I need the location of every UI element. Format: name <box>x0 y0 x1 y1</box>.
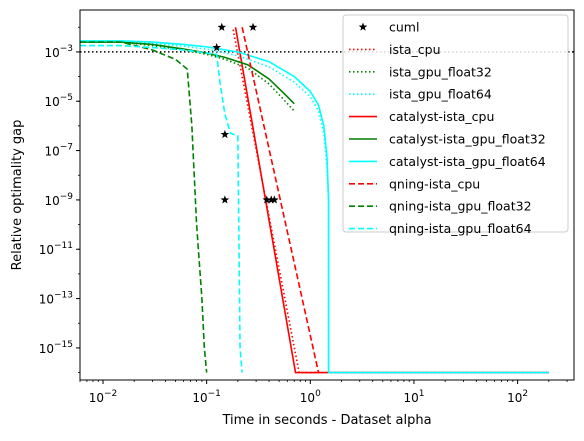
x-tick-label: 101 <box>403 389 424 405</box>
legend-label-ista_gpu_float64: ista_gpu_float64 <box>389 87 492 102</box>
data-point-cuml <box>220 129 230 139</box>
marker-layer <box>212 22 279 204</box>
x-tick-label: 10−1 <box>192 389 221 405</box>
y-tick-label-base: 10 <box>44 194 59 208</box>
y-tick-label-exponent: −5 <box>60 93 73 103</box>
y-tick-label: 10−15 <box>39 340 73 356</box>
x-tick-label-base: 10 <box>403 391 418 405</box>
legend: cuml ista_cpu ista_gpu_float32 ista_gpu_flo… <box>342 14 569 236</box>
y-tick-label-base: 10 <box>44 46 59 60</box>
tick-layer: 10−2 10−1 100 101 10210−310−510−710−910−1110… <box>39 26 568 405</box>
x-tick-label: 10−2 <box>89 389 118 405</box>
data-point-cuml <box>266 195 276 204</box>
x-tick-label-exponent: −2 <box>104 389 117 399</box>
series-line-catalyst-ista_gpu_float64 <box>80 40 549 374</box>
y-tick-label-exponent: −15 <box>54 340 73 350</box>
legend-label-qning-ista_gpu_float32: qning-ista_gpu_float32 <box>389 199 532 214</box>
data-point-cuml <box>270 195 279 204</box>
y-tick-label-base: 10 <box>44 145 59 159</box>
x-tick-label-base: 10 <box>507 391 522 405</box>
x-tick-label-base: 10 <box>89 391 104 405</box>
y-tick-label-exponent: −13 <box>54 291 73 301</box>
y-tick-label-exponent: −9 <box>60 192 74 202</box>
y-tick-label: 10−11 <box>39 241 73 257</box>
data-point-cuml <box>262 195 272 204</box>
y-axis-label: Relative optimality gap <box>10 120 25 271</box>
x-tick-label-base: 10 <box>300 391 315 405</box>
y-tick-label-exponent: −3 <box>60 44 73 54</box>
y-tick-label: 10−5 <box>44 93 73 109</box>
series-line-qning-ista_gpu_float64 <box>80 44 243 373</box>
x-tick-label-exponent: 2 <box>522 389 528 399</box>
legend-marker-cuml <box>358 22 368 31</box>
legend-label-ista_cpu: ista_cpu <box>389 42 441 57</box>
x-tick-label: 100 <box>300 389 321 405</box>
plot-frame <box>79 9 575 381</box>
series-line-ista_gpu_float64 <box>80 41 549 374</box>
series-line-qning-ista_cpu <box>241 27 320 373</box>
y-tick-label-base: 10 <box>39 293 54 307</box>
y-tick-label: 10−3 <box>44 44 73 60</box>
series-line-catalyst-ista_gpu_float32 <box>80 41 295 105</box>
data-point-cuml <box>220 195 230 204</box>
x-tick-label: 102 <box>507 389 528 405</box>
legend-box <box>342 14 569 233</box>
legend-label-ista_gpu_float32: ista_gpu_float32 <box>389 64 492 79</box>
legend-label-cuml: cuml <box>389 20 419 35</box>
x-axis-label: Time in seconds - Dataset alpha <box>221 413 431 428</box>
legend-label-qning-ista_cpu: qning-ista_cpu <box>389 176 480 191</box>
legend-label-catalyst-ista_cpu: catalyst-ista_cpu <box>389 109 494 124</box>
y-tick-label-base: 10 <box>39 342 54 356</box>
x-tick-label-exponent: 0 <box>315 389 321 399</box>
y-tick-label-base: 10 <box>44 95 59 109</box>
x-tick-label-exponent: 1 <box>419 389 425 399</box>
x-tick-label-base: 10 <box>192 391 207 405</box>
y-tick-label-exponent: −7 <box>60 143 73 153</box>
y-tick-label-base: 10 <box>39 243 54 257</box>
legend-label-catalyst-ista_gpu_float64: catalyst-ista_gpu_float64 <box>389 154 546 169</box>
x-tick-label-exponent: −1 <box>208 389 221 399</box>
y-tick-label: 10−9 <box>44 192 73 208</box>
legend-label-qning-ista_gpu_float64: qning-ista_gpu_float64 <box>389 221 532 236</box>
y-tick-label: 10−13 <box>39 291 73 307</box>
y-tick-label: 10−7 <box>44 143 73 159</box>
data-point-cuml <box>217 22 227 31</box>
series-layer <box>80 27 549 374</box>
legend-label-catalyst-ista_gpu_float32: catalyst-ista_gpu_float32 <box>389 132 546 147</box>
data-point-cuml <box>248 22 258 31</box>
data-point-cuml <box>212 43 221 52</box>
y-tick-label-exponent: −11 <box>54 241 73 251</box>
